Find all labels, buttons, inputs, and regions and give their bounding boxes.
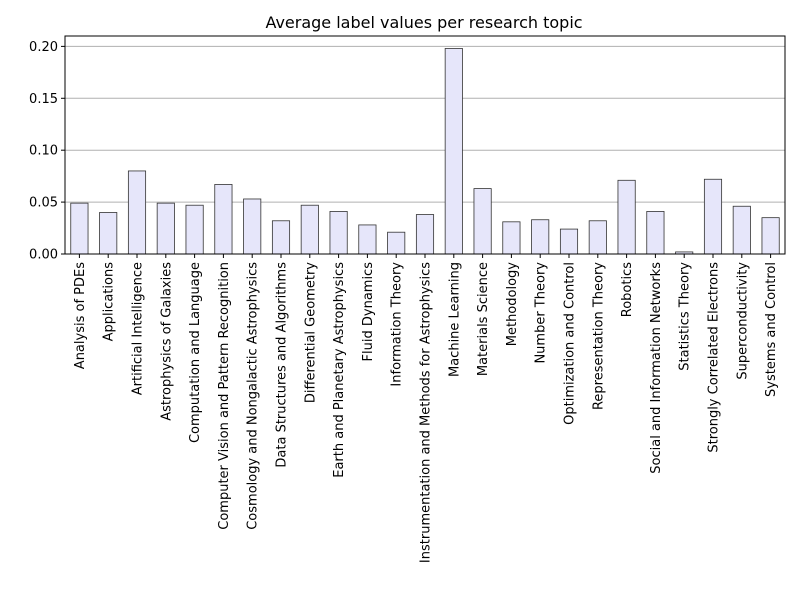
bar <box>99 212 118 255</box>
y-tick-label: 0.20 <box>29 40 58 55</box>
x-tick-label: Instrumentation and Methods for Astrophy… <box>419 262 434 563</box>
bar <box>415 214 435 255</box>
x-tick-label: Robotics <box>620 262 635 317</box>
y-axis-ticks: 0.00 0.05 0.10 0.15 0.20 <box>29 40 65 263</box>
bar <box>646 211 665 255</box>
bars <box>70 48 780 255</box>
x-tick-label: Data Structures and Algorithms <box>275 262 290 468</box>
bar <box>559 228 579 255</box>
chart-title: Average label values per research topic <box>265 13 582 32</box>
bar <box>271 220 291 255</box>
bar <box>185 204 204 255</box>
x-tick-label: Applications <box>102 262 117 342</box>
x-tick-label: Cosmology and Nongalactic Astrophysics <box>246 262 261 530</box>
y-tick-label: 0.00 <box>29 248 58 263</box>
bar <box>358 224 377 255</box>
x-tick-label: Analysis of PDEs <box>73 262 88 369</box>
y-tick-label: 0.10 <box>29 144 58 159</box>
x-axis-ticks: Analysis of PDEs Applications Artificial I… <box>73 254 779 563</box>
x-tick-label: Statistics Theory <box>678 262 693 371</box>
x-tick-label: Number Theory <box>534 262 549 364</box>
bar <box>732 205 751 255</box>
x-tick-label: Earth and Planetary Astrophysics <box>332 262 347 478</box>
x-tick-label: Fluid Dynamics <box>361 262 376 362</box>
bar <box>127 170 147 255</box>
x-tick-label: Social and Information Networks <box>649 262 664 474</box>
x-tick-label: Computer Vision and Pattern Recognition <box>217 262 232 530</box>
bar <box>387 231 406 255</box>
x-tick-label: Representation Theory <box>591 262 606 410</box>
bar <box>70 202 89 255</box>
bar <box>156 202 175 255</box>
x-tick-label: Information Theory <box>390 262 405 387</box>
bar <box>214 184 233 255</box>
bar <box>761 217 780 255</box>
bar <box>243 198 262 255</box>
bar <box>329 211 348 255</box>
x-tick-label: Systems and Control <box>764 262 779 397</box>
bar <box>617 179 636 255</box>
x-tick-label: Methodology <box>505 262 520 347</box>
bar <box>588 220 607 255</box>
bar <box>502 221 521 255</box>
x-tick-label: Machine Learning <box>447 262 462 377</box>
x-tick-label: Computation and Language <box>188 262 203 443</box>
x-tick-label: Superconductivity <box>735 262 750 380</box>
x-tick-label: Artificial Intelligence <box>131 262 146 395</box>
x-tick-label: Strongly Correlated Electrons <box>707 262 722 453</box>
bar <box>473 188 492 255</box>
bar <box>703 178 723 255</box>
bar <box>531 219 550 255</box>
x-tick-label: Materials Science <box>476 262 491 376</box>
bar <box>300 204 319 255</box>
y-tick-label: 0.05 <box>29 196 58 211</box>
y-tick-label: 0.15 <box>29 92 58 107</box>
x-tick-label: Optimization and Control <box>563 262 578 425</box>
bar <box>444 48 463 255</box>
x-tick-label: Astrophysics of Galaxies <box>159 262 174 421</box>
x-tick-label: Differential Geometry <box>303 262 318 403</box>
